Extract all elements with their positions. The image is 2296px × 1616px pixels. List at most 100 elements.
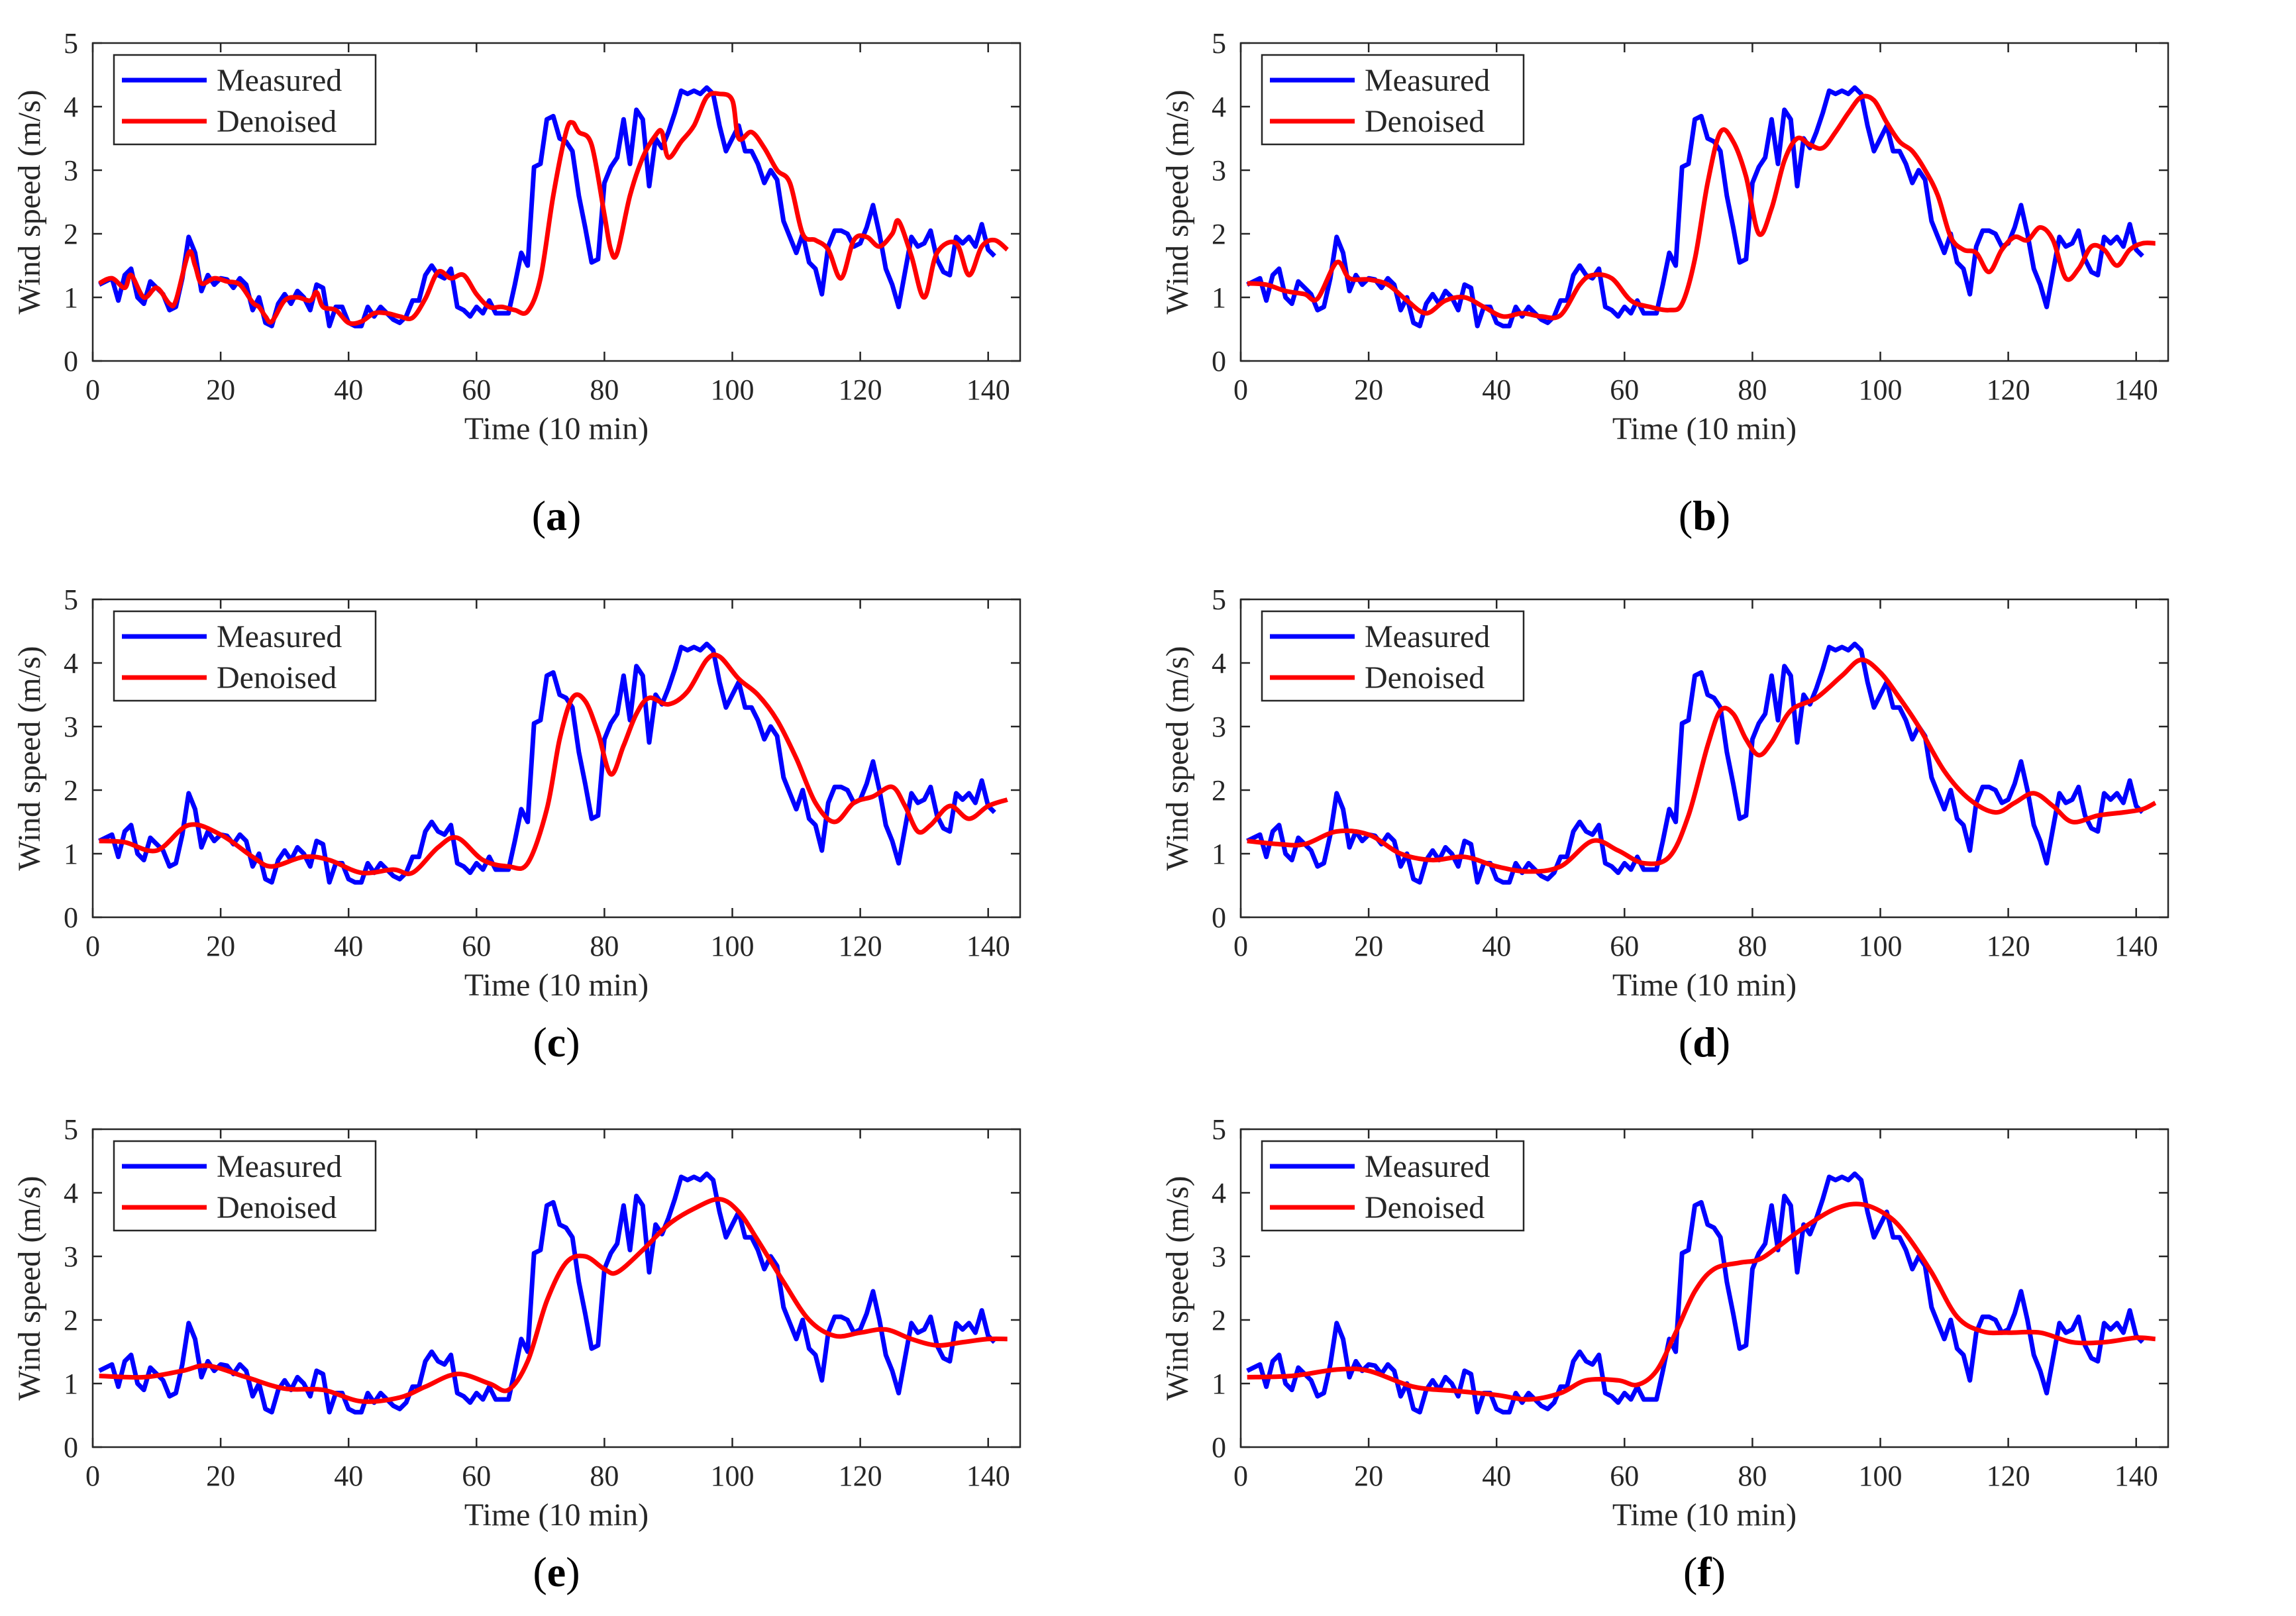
y-tick-label: 5 xyxy=(1212,583,1226,616)
x-axis-label: Time (10 min) xyxy=(1612,1497,1797,1533)
x-tick-label: 60 xyxy=(1610,374,1639,406)
x-tick-label: 120 xyxy=(1987,930,2030,962)
panel-e: 0 20 40 60 80 100 120 140 0 1 2 3 4 5 Time (10 min) Win… xyxy=(12,1113,1021,1595)
panel-caption: (c) xyxy=(533,1019,580,1066)
y-axis-label: Wind speed (m/s) xyxy=(1160,1176,1195,1400)
y-tick-label: 4 xyxy=(64,647,78,680)
y-tick-label: 1 xyxy=(64,838,78,870)
legend-label-denoised: Denoised xyxy=(1365,660,1485,695)
x-tick-label: 0 xyxy=(85,1460,100,1492)
caption-letter: e xyxy=(547,1548,566,1595)
caption-paren: ) xyxy=(567,492,581,539)
legend-box xyxy=(1261,54,1525,146)
series-denoised-line xyxy=(99,1197,1008,1404)
caption-paren: ) xyxy=(1716,492,1730,539)
legend-box xyxy=(1261,610,1525,702)
x-tick-label: 20 xyxy=(1354,930,1383,962)
y-tick-label: 4 xyxy=(1212,647,1226,680)
axes-box xyxy=(91,598,1021,919)
x-tick-label: 100 xyxy=(1859,1460,1903,1492)
x-tick-label: 20 xyxy=(206,930,235,962)
y-tick-label: 4 xyxy=(64,91,78,123)
legend-box xyxy=(113,54,377,146)
x-axis-label: Time (10 min) xyxy=(1612,968,1797,1003)
caption-letter: b xyxy=(1693,492,1716,539)
x-tick-label: 60 xyxy=(1610,1460,1639,1492)
x-tick-label: 0 xyxy=(1233,930,1248,962)
x-tick-label: 20 xyxy=(1354,374,1383,406)
axes-box xyxy=(1239,1128,2169,1448)
x-tick-label: 120 xyxy=(1987,374,2030,406)
legend-label-denoised: Denoised xyxy=(217,660,337,695)
x-tick-label: 140 xyxy=(2114,1460,2158,1492)
x-tick-label: 0 xyxy=(85,930,100,962)
y-tick-label: 0 xyxy=(64,901,78,934)
x-tick-label: 40 xyxy=(334,374,363,406)
panel-a: 0 20 40 60 80 100 120 140 0 1 2 3 4 5 Time (10 min) Win… xyxy=(12,27,1021,539)
x-tick-label: 140 xyxy=(2114,374,2158,406)
x-tick-label: 100 xyxy=(711,1460,755,1492)
x-tick-label: 80 xyxy=(590,1460,619,1492)
x-tick-label: 140 xyxy=(966,374,1010,406)
y-tick-label: 1 xyxy=(64,281,78,314)
y-axis-label: Wind speed (m/s) xyxy=(1160,646,1195,870)
y-tick-label: 2 xyxy=(1212,218,1226,250)
legend-label-measured: Measured xyxy=(1365,1149,1490,1184)
y-tick-label: 3 xyxy=(64,1240,78,1273)
caption-paren: ) xyxy=(566,1548,580,1595)
axes-box xyxy=(91,42,1021,362)
series-denoised-line xyxy=(98,91,1009,327)
caption-paren: ( xyxy=(533,1548,547,1595)
caption-paren: ( xyxy=(1683,1548,1697,1595)
series-denoised-line xyxy=(99,652,1008,876)
series-denoised-line xyxy=(1247,1201,2156,1402)
caption-paren: ( xyxy=(533,1019,547,1066)
caption-paren: ( xyxy=(532,492,546,539)
y-tick-label: 5 xyxy=(64,1113,78,1146)
x-tick-label: 100 xyxy=(1859,374,1903,406)
panel-b: 0 20 40 60 80 100 120 140 0 1 2 3 4 5 Time (10 min) Win… xyxy=(1160,27,2169,539)
y-tick-label: 0 xyxy=(1212,345,1226,378)
x-tick-label: 80 xyxy=(1738,1460,1767,1492)
x-tick-label: 80 xyxy=(590,374,619,406)
y-tick-label: 1 xyxy=(1212,1368,1226,1400)
y-tick-label: 2 xyxy=(1212,774,1226,807)
x-tick-label: 40 xyxy=(334,930,363,962)
x-tick-label: 140 xyxy=(2114,930,2158,962)
x-tick-label: 0 xyxy=(1233,1460,1248,1492)
y-axis-label: Wind speed (m/s) xyxy=(12,646,47,870)
y-tick-label: 4 xyxy=(1212,91,1226,123)
caption-paren: ) xyxy=(566,1019,580,1066)
panel-c: 0 20 40 60 80 100 120 140 0 1 2 3 4 5 Time (10 min) Win… xyxy=(12,583,1021,1066)
x-tick-label: 40 xyxy=(1482,374,1511,406)
y-tick-label: 4 xyxy=(64,1177,78,1209)
x-tick-label: 40 xyxy=(334,1460,363,1492)
panel-d: 0 20 40 60 80 100 120 140 0 1 2 3 4 5 Time (10 min) Win… xyxy=(1160,583,2169,1066)
x-tick-label: 120 xyxy=(839,930,882,962)
x-tick-label: 20 xyxy=(206,1460,235,1492)
y-tick-label: 2 xyxy=(64,1304,78,1337)
x-tick-label: 60 xyxy=(462,930,491,962)
panel-caption: (b) xyxy=(1679,492,1730,539)
series-denoised-line xyxy=(1247,657,2157,874)
axes-box xyxy=(1239,42,2169,362)
y-axis-label: Wind speed (m/s) xyxy=(12,89,47,314)
y-tick-label: 4 xyxy=(1212,1177,1226,1209)
x-tick-label: 40 xyxy=(1482,930,1511,962)
axes-box xyxy=(91,1128,1021,1448)
y-tick-label: 3 xyxy=(64,154,78,187)
panel-caption: (a) xyxy=(532,492,582,539)
y-tick-label: 5 xyxy=(1212,27,1226,60)
legend-label-denoised: Denoised xyxy=(217,1190,337,1225)
x-axis-label: Time (10 min) xyxy=(464,1497,649,1533)
y-tick-label: 3 xyxy=(64,711,78,743)
y-tick-label: 0 xyxy=(1212,1431,1226,1464)
y-tick-label: 1 xyxy=(1212,281,1226,314)
y-tick-label: 0 xyxy=(1212,901,1226,934)
x-tick-label: 80 xyxy=(590,930,619,962)
legend-label-measured: Measured xyxy=(1365,63,1490,98)
legend-box xyxy=(113,1140,377,1232)
y-tick-label: 2 xyxy=(64,218,78,250)
x-axis-label: Time (10 min) xyxy=(464,968,649,1003)
